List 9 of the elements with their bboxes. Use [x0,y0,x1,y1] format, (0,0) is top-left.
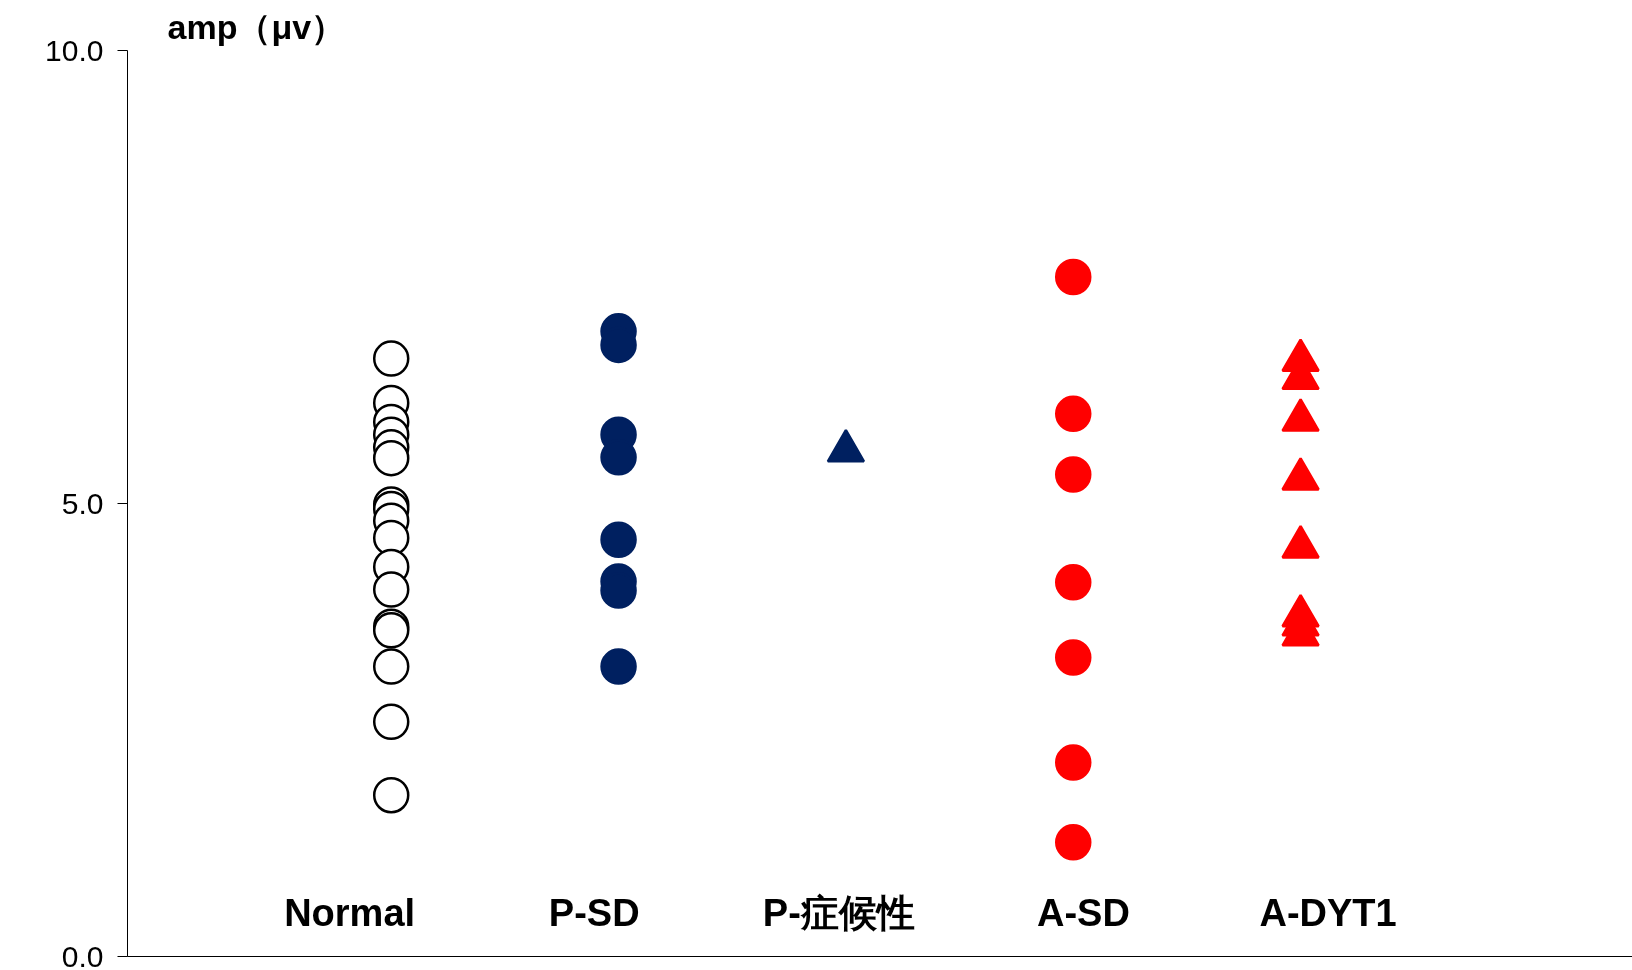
x-tick-label: A-SD [1037,891,1130,934]
y-tick-label: 0.0 [61,939,104,970]
x-tick-label: P-SD [548,891,640,934]
x-tick-label: P-症候性 [762,891,915,934]
y-tick-label: 5.0 [61,486,104,520]
x-tick-label: A-DYT1 [1259,891,1397,934]
x-tick-label: Normal [284,891,416,934]
y-axis-title: amp（μv） [167,7,346,46]
y-tick-label: 10.0 [45,33,104,67]
